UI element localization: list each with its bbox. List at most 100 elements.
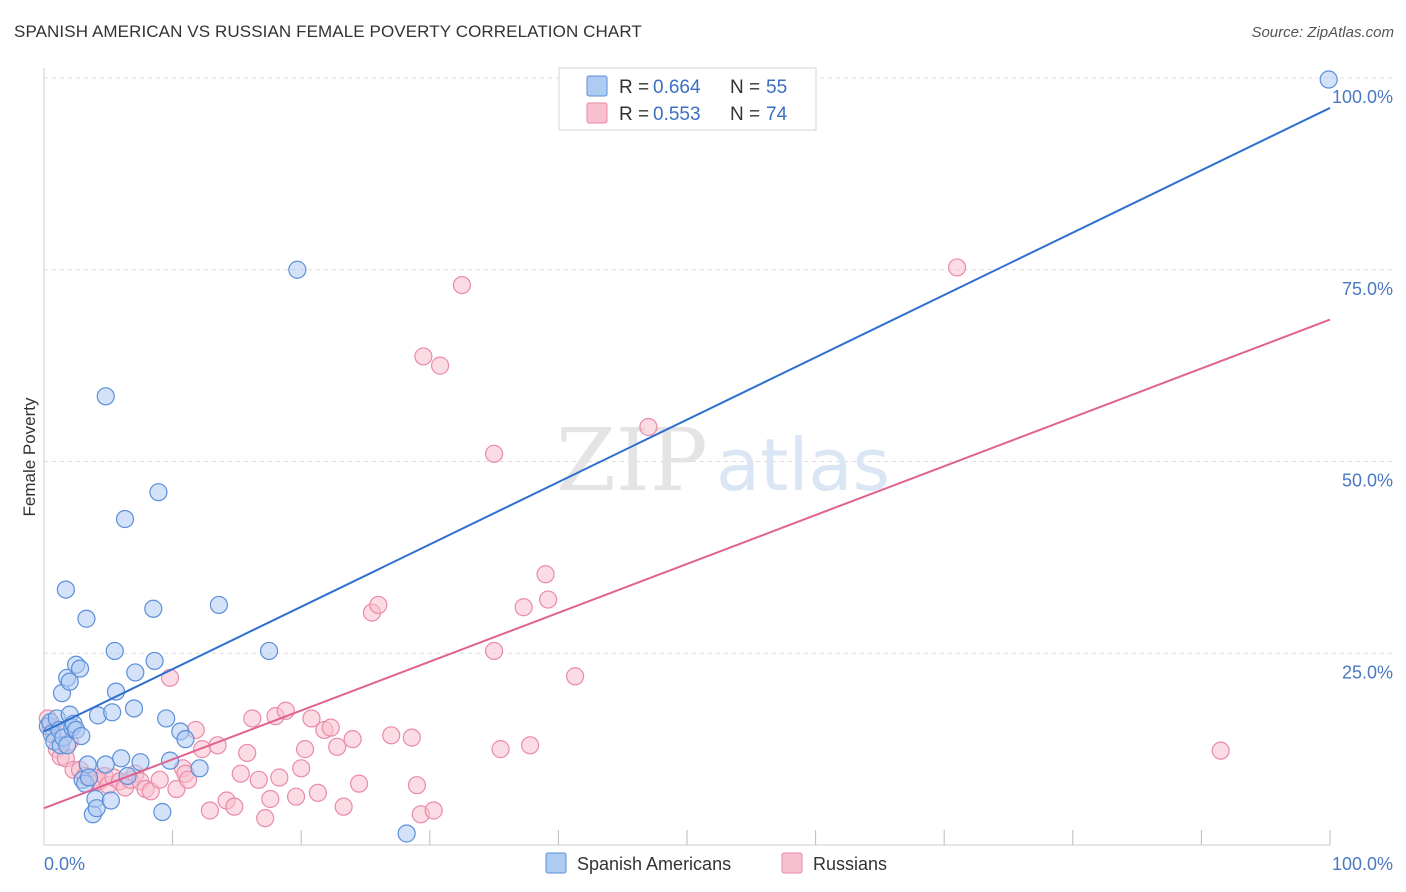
data-point (150, 770, 169, 789)
data-point (514, 598, 533, 617)
data-point (190, 759, 209, 778)
data-point (77, 609, 96, 628)
data-point (72, 726, 91, 746)
legend-r-label: R = (619, 104, 649, 125)
axis-labels: 25.0% 50.0% 75.0% 100.0% 0.0% 100.0% (44, 87, 1393, 874)
legend-n-value: 74 (766, 104, 788, 125)
data-point (485, 641, 504, 661)
data-point (243, 709, 262, 728)
data-point (58, 736, 77, 755)
bottom-legend: Spanish Americans Russians (545, 852, 887, 874)
data-point (249, 770, 268, 789)
chart-title: SPANISH AMERICAN VS RUSSIAN FEMALE POVER… (14, 22, 642, 41)
legend-n-label: N = (730, 104, 760, 125)
legend-swatch-pink (586, 102, 608, 124)
data-point (485, 444, 504, 463)
data-point (369, 595, 388, 615)
data-point (302, 709, 321, 728)
data-point (414, 347, 433, 366)
spanish-americans-points (38, 70, 1338, 843)
data-point (292, 759, 311, 778)
data-point (566, 667, 585, 686)
legend: R = 0.664 N = 55 R = 0.553 N = 74 (558, 67, 817, 131)
data-point (397, 824, 416, 843)
legend-r-value: 0.664 (653, 77, 701, 98)
data-point (321, 718, 340, 737)
data-point (947, 258, 967, 277)
data-point (328, 737, 347, 756)
bottom-legend-swatch-blue (545, 852, 567, 874)
data-point (286, 787, 306, 806)
y-tick-label: 75.0% (1342, 279, 1393, 299)
bottom-legend-spanish-americans[interactable]: Spanish Americans (545, 852, 731, 874)
data-point (1319, 70, 1338, 89)
data-point (149, 483, 168, 502)
data-point (176, 730, 195, 749)
y-axis-label: Female Poverty (20, 397, 39, 517)
watermark-zip: ZIP (556, 411, 708, 511)
data-point (209, 595, 228, 615)
data-point (126, 663, 145, 682)
data-point (231, 764, 250, 783)
bottom-legend-russians[interactable]: Russians (781, 852, 887, 874)
data-point (153, 802, 172, 822)
legend-r-value: 0.553 (653, 104, 701, 125)
data-point (261, 789, 280, 809)
data-point (157, 709, 176, 728)
y-tick-label: 50.0% (1342, 471, 1393, 491)
data-point (124, 699, 144, 718)
y-tick-label: 100.0% (1332, 87, 1393, 107)
data-point (131, 753, 150, 772)
bottom-legend-swatch-pink (781, 852, 803, 874)
data-point (334, 797, 353, 816)
watermark-atlas: atlas (716, 423, 890, 507)
legend-entry-spanish-americans: R = 0.664 N = 55 (586, 75, 787, 98)
x-tick-label: 100.0% (1332, 854, 1393, 874)
data-point (105, 641, 124, 661)
data-point (96, 387, 115, 406)
data-point (225, 797, 244, 816)
watermark: ZIP atlas (556, 411, 890, 511)
data-point (96, 755, 115, 774)
data-point (308, 783, 328, 802)
data-point (256, 809, 275, 828)
data-point (382, 726, 401, 745)
data-point (288, 260, 307, 279)
data-point (343, 730, 362, 749)
x-tick-label: 0.0% (44, 854, 85, 874)
data-point (87, 799, 106, 818)
data-point (115, 509, 135, 529)
data-point (101, 791, 120, 810)
data-point (70, 659, 90, 678)
legend-r-label: R = (619, 77, 649, 98)
data-point (259, 641, 279, 661)
data-point (60, 672, 79, 691)
data-point (402, 728, 421, 747)
data-point (79, 768, 99, 787)
trend-line-spanish-americans (43, 107, 1331, 733)
data-point (539, 590, 558, 609)
data-point (424, 801, 443, 820)
data-point (639, 417, 658, 437)
data-point (112, 749, 131, 768)
data-point (178, 770, 198, 789)
data-point (491, 740, 510, 759)
data-point (270, 768, 289, 787)
y-tick-label: 25.0% (1342, 662, 1393, 682)
data-point (430, 356, 450, 375)
data-point (349, 774, 369, 793)
data-point (238, 743, 257, 763)
trend-lines (43, 107, 1331, 810)
bottom-legend-label: Russians (813, 854, 887, 874)
bottom-legend-label: Spanish Americans (577, 854, 731, 874)
trend-line-russians (43, 318, 1331, 810)
data-point (145, 651, 164, 671)
chart-source: Source: ZipAtlas.com (1251, 24, 1394, 41)
data-point (407, 776, 427, 795)
data-point (295, 740, 315, 759)
data-point (452, 275, 472, 295)
data-point (1211, 741, 1230, 760)
data-point (521, 736, 540, 755)
data-point (536, 565, 555, 584)
